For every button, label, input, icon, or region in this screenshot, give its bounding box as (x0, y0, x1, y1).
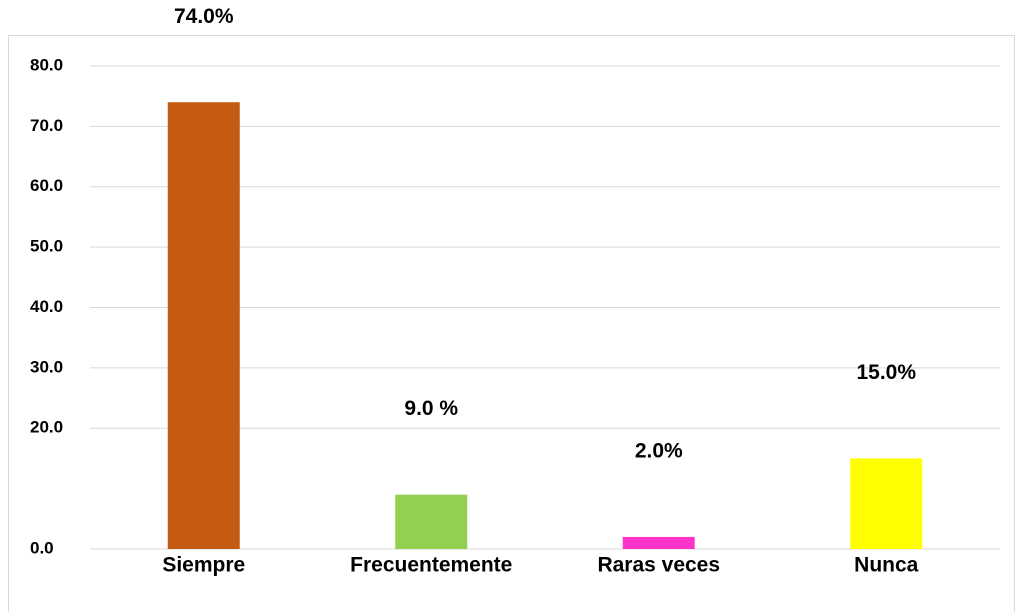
data-label: 2.0% (635, 439, 683, 462)
y-tick-label: 30.0 (30, 357, 63, 376)
y-tick-label: 20.0 (30, 418, 63, 437)
x-tick-label: Frecuentemente (350, 554, 512, 577)
y-tick-label: 40.0 (30, 297, 63, 316)
y-tick-label: 60.0 (30, 176, 63, 195)
y-tick-label: 80.0 (30, 55, 63, 74)
bar (622, 536, 695, 549)
x-tick-label: Siempre (162, 554, 245, 577)
x-tick-label: Raras veces (597, 554, 720, 577)
data-label: 15.0% (856, 361, 916, 384)
bar (850, 458, 923, 549)
y-tick-label: 0.0 (30, 538, 54, 557)
x-tick-label: Nunca (854, 554, 919, 577)
y-tick-label: 70.0 (30, 116, 63, 135)
bar (395, 494, 468, 549)
y-tick-label: 50.0 (30, 237, 63, 256)
data-label: 74.0% (174, 5, 234, 28)
data-label: 9.0 % (404, 397, 458, 420)
bar (167, 102, 240, 549)
